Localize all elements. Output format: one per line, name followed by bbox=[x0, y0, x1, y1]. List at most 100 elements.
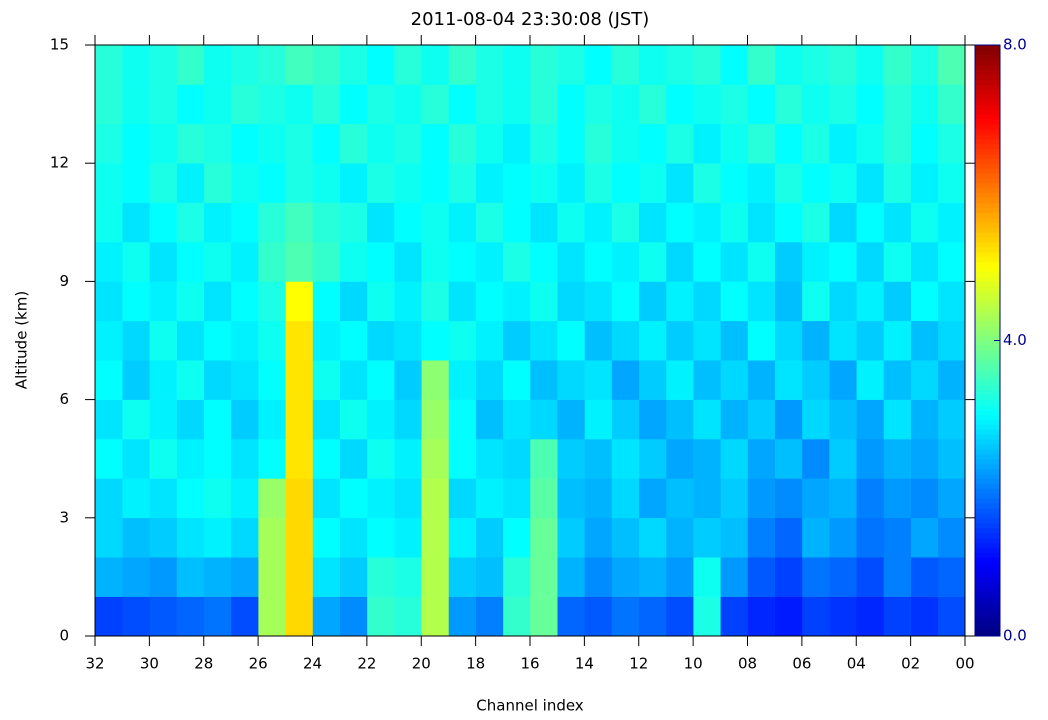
heatmap-cell bbox=[475, 557, 504, 597]
heatmap-cell bbox=[693, 596, 721, 637]
heatmap-cell bbox=[856, 557, 884, 597]
colorbar-swatch bbox=[975, 586, 1000, 593]
heatmap-cell bbox=[312, 399, 340, 440]
heatmap-cell bbox=[95, 360, 123, 400]
colorbar-swatch bbox=[975, 168, 1000, 174]
colorbar-swatch bbox=[975, 306, 1000, 312]
heatmap-cell bbox=[339, 557, 368, 597]
colorbar-swatch bbox=[975, 537, 1000, 543]
heatmap-cell bbox=[584, 123, 612, 164]
heatmap-cell bbox=[693, 123, 721, 164]
colorbar-swatch bbox=[975, 69, 1000, 76]
heatmap-cell bbox=[122, 478, 150, 519]
heatmap-cell bbox=[883, 517, 911, 558]
colorbar-swatch bbox=[975, 488, 1000, 494]
colorbar-swatch bbox=[975, 443, 1000, 450]
heatmap-cell bbox=[557, 557, 585, 597]
heatmap-cell bbox=[95, 281, 123, 322]
heatmap-cell bbox=[611, 320, 640, 361]
heatmap-cell bbox=[475, 320, 504, 361]
heatmap-cell bbox=[448, 281, 476, 322]
heatmap-cell bbox=[665, 478, 694, 519]
colorbar-swatch bbox=[975, 448, 1000, 455]
colorbar-swatch bbox=[975, 330, 1000, 337]
colorbar-swatch bbox=[975, 84, 1000, 90]
heatmap-cell bbox=[285, 478, 313, 519]
heatmap-cell bbox=[366, 242, 395, 282]
x-tick-label: 30 bbox=[140, 655, 159, 673]
heatmap-cell bbox=[176, 242, 205, 282]
heatmap-cell bbox=[638, 596, 667, 637]
colorbar-swatch bbox=[975, 399, 1000, 406]
heatmap-cell bbox=[530, 242, 558, 282]
heatmap-cell bbox=[502, 517, 531, 558]
heatmap-cell bbox=[421, 123, 449, 164]
heatmap bbox=[95, 45, 966, 637]
heatmap-cell bbox=[530, 281, 558, 322]
colorbar-swatch bbox=[975, 473, 1000, 479]
heatmap-cell bbox=[910, 84, 939, 125]
heatmap-cell bbox=[557, 439, 585, 479]
heatmap-cell bbox=[720, 320, 748, 361]
heatmap-cell bbox=[230, 84, 259, 125]
heatmap-cell bbox=[448, 399, 476, 440]
heatmap-cell bbox=[421, 163, 449, 203]
heatmap-cell bbox=[176, 399, 205, 440]
heatmap-cell bbox=[122, 360, 150, 400]
heatmap-cell bbox=[122, 202, 150, 243]
heatmap-cell bbox=[557, 45, 585, 85]
heatmap-cell bbox=[584, 517, 612, 558]
heatmap-cell bbox=[502, 596, 531, 637]
colorbar-tick-label: 0.0 bbox=[1003, 627, 1027, 645]
heatmap-cell bbox=[801, 202, 830, 243]
heatmap-cell bbox=[829, 478, 857, 519]
heatmap-cell bbox=[611, 242, 640, 282]
heatmap-cell bbox=[176, 478, 205, 519]
colorbar-swatch bbox=[975, 552, 1000, 558]
heatmap-cell bbox=[149, 281, 177, 322]
heatmap-cell bbox=[937, 557, 966, 597]
heatmap-cell bbox=[584, 281, 612, 322]
heatmap-cell bbox=[557, 478, 585, 519]
heatmap-cell bbox=[693, 360, 721, 400]
heatmap-cell bbox=[829, 399, 857, 440]
heatmap-cell bbox=[557, 84, 585, 125]
colorbar-swatch bbox=[975, 99, 1000, 105]
heatmap-cell bbox=[557, 163, 585, 203]
heatmap-cell bbox=[557, 360, 585, 400]
colorbar-swatch bbox=[975, 542, 1000, 548]
heatmap-cell bbox=[339, 439, 368, 479]
heatmap-cell bbox=[285, 123, 313, 164]
heatmap-cell bbox=[502, 202, 531, 243]
heatmap-cell bbox=[312, 517, 340, 558]
heatmap-cell bbox=[421, 596, 449, 637]
heatmap-cell bbox=[557, 596, 585, 637]
heatmap-cell bbox=[312, 242, 340, 282]
heatmap-cell bbox=[149, 399, 177, 440]
heatmap-cell bbox=[856, 202, 884, 243]
heatmap-cell bbox=[203, 202, 232, 243]
heatmap-cell bbox=[883, 360, 911, 400]
colorbar-swatch bbox=[975, 360, 1000, 366]
colorbar-swatch bbox=[975, 596, 1000, 603]
heatmap-cell bbox=[665, 320, 694, 361]
heatmap-cell bbox=[856, 399, 884, 440]
heatmap-cell bbox=[149, 123, 177, 164]
heatmap-cell bbox=[801, 596, 830, 637]
x-tick-label: 12 bbox=[629, 655, 648, 673]
heatmap-cell bbox=[258, 242, 286, 282]
heatmap-cell bbox=[910, 399, 939, 440]
heatmap-cell bbox=[774, 517, 803, 558]
heatmap-cell bbox=[475, 596, 504, 637]
heatmap-cell bbox=[339, 320, 368, 361]
heatmap-cell bbox=[856, 360, 884, 400]
heatmap-cell bbox=[557, 242, 585, 282]
heatmap-cell bbox=[203, 557, 232, 597]
colorbar-swatch bbox=[975, 611, 1000, 617]
colorbar-swatch bbox=[975, 192, 1000, 199]
heatmap-cell bbox=[502, 399, 531, 440]
heatmap-cell bbox=[203, 517, 232, 558]
heatmap-cell bbox=[203, 84, 232, 125]
heatmap-cell bbox=[258, 557, 286, 597]
y-tick-label: 12 bbox=[50, 154, 69, 172]
